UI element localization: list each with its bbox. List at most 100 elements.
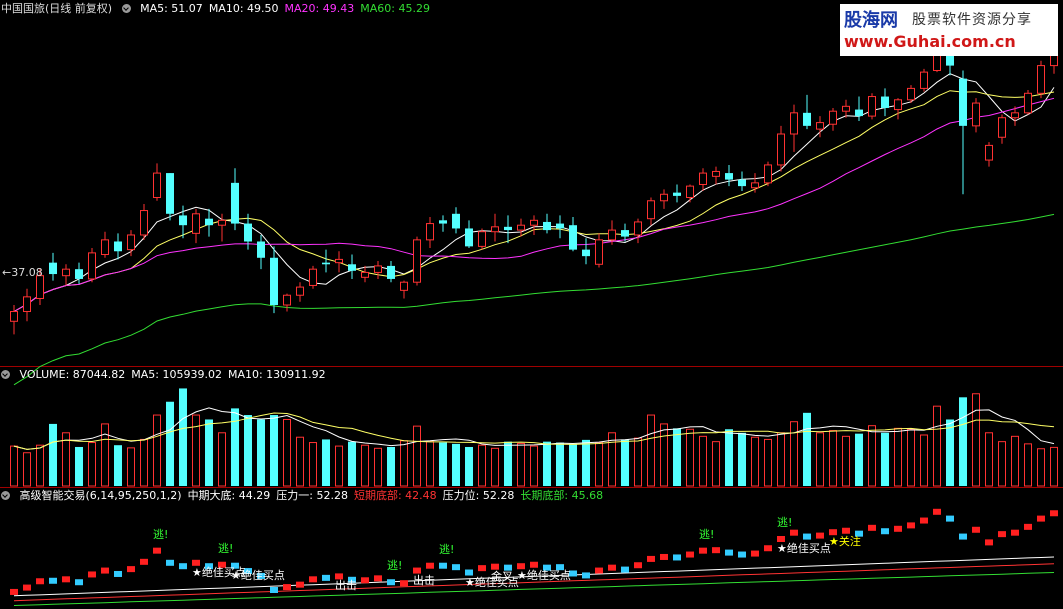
volume-bar [478,444,486,487]
site-logo[interactable]: 股海网 股票软件资源分享 www.Guhai.com.cn [840,4,1058,56]
signal-candle [62,576,70,583]
price-indicator-list: MA5: 51.07 MA10: 49.50 MA20: 49.43 MA60: 45… [140,2,436,15]
signal-candle [101,567,109,574]
signal-candle [569,570,577,577]
signal-indicator-5: 长期底部: 45.68 [520,489,604,502]
candle-body [218,219,226,226]
candle-body [36,275,44,299]
candle-body [335,258,343,264]
candle-body [634,221,642,236]
candle-body [868,96,876,117]
candle-body [153,172,161,199]
volume-bar [595,442,603,487]
candle-body [686,185,694,199]
signal-label: ★绝佳买点 [517,569,571,583]
signal-candle [283,584,291,591]
signal-candle [660,553,668,560]
volume-bar [530,445,538,487]
signal-candle [881,528,889,535]
candle-body [413,239,421,283]
volume-indicator-1: MA5: 105939.02 [131,368,222,381]
candle-body [348,264,356,271]
volume-bar [166,401,174,486]
signal-candle [244,568,252,575]
signal-candle [946,515,954,522]
volume-bar [387,446,395,486]
indicator-panel-header: 高级智能交易(6,14,95,250,1,2) 中期大底: 44.29 压力一: 5… [1,488,615,504]
volume-bar [270,415,278,486]
ma20-line [13,97,1055,312]
volume-bar [88,442,96,487]
volume-indicator-2: MA10: 130911.92 [227,368,326,381]
volume-bar [751,436,759,487]
candle-body [569,225,577,250]
candle-body [842,105,850,112]
candle-body [894,99,902,111]
signal-candle [426,562,434,569]
signal-candle [699,547,707,554]
candle-body [10,311,18,322]
volume-bar [244,415,252,486]
signal-candle [49,577,57,584]
volume-bar [959,397,967,486]
candle-body [1024,92,1032,114]
candle-body [491,226,499,233]
logo-brand: 股海网 [844,10,898,31]
settings-toggle-icon[interactable] [121,4,131,13]
signal-candle [465,569,473,576]
volume-bar [23,452,31,487]
signal-candle [803,533,811,540]
signal-label: 逃! [153,527,169,541]
candle-body [49,262,57,275]
volume-bar [712,441,720,487]
signal-candle [400,580,408,587]
low-price-label: ←37.08 [2,266,43,279]
price-indicator-1: MA10: 49.50 [208,2,279,15]
signal-candle [595,567,603,574]
signal-candle [959,533,967,540]
volume-bar [322,439,330,486]
volume-bar [114,445,122,486]
signal-candle [907,522,915,529]
volume-bar [634,437,642,487]
candle-body [478,231,486,247]
signal-candle [1037,515,1045,522]
signal-candle [556,564,564,571]
signal-candle [166,559,174,566]
candle-body [296,286,304,296]
candle-body [764,164,772,184]
candle-body [452,213,460,229]
signal-candle [10,588,18,595]
signal-label: ★绝佳买点 [192,565,246,579]
volume-bar [465,446,473,486]
signal-candle [543,564,551,571]
candle-body [205,218,213,226]
volume-bar [153,414,161,487]
volume-bar [62,432,70,487]
settings-toggle-icon[interactable] [1,491,10,500]
candle-body [231,182,239,224]
signal-candle [75,579,83,586]
candle-body [192,213,200,234]
volume-bar [881,432,889,486]
volume-bar [309,442,317,487]
signal-indicator-4: 压力位: 52.28 [442,489,515,502]
settings-toggle-icon[interactable] [1,370,10,379]
logo-url: www.Guhai.com.cn [844,32,1016,51]
volume-bar [452,443,460,486]
signal-candle [647,555,655,562]
volume-bar [946,419,954,486]
candle-body [803,112,811,126]
candle-body [530,219,538,226]
signal-candle [140,558,148,565]
candle-body [517,224,525,231]
signal-candle [413,567,421,574]
mid-bottom-band [13,556,1055,597]
volume-bar [231,408,239,486]
signal-candle [894,525,902,532]
volume-bar [1037,448,1045,487]
signal-indicator-2: 压力一: 52.28 [276,489,348,502]
candle-body [23,296,31,313]
